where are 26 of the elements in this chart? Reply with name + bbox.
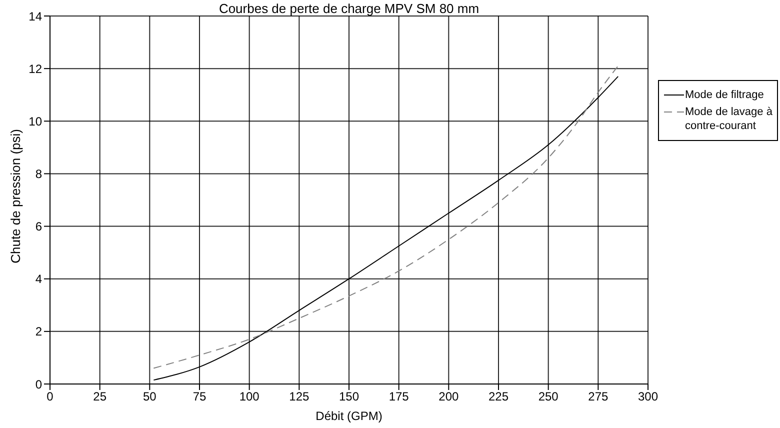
- y-tick-label: 8: [35, 166, 42, 181]
- x-tick-label: 275: [588, 390, 608, 404]
- x-tick-label: 75: [192, 390, 206, 404]
- x-tick-label: 125: [289, 390, 310, 404]
- x-tick-label: 300: [638, 390, 658, 404]
- x-tick-label: 250: [538, 390, 559, 404]
- x-tick-label: 225: [488, 390, 509, 404]
- x-tick-label: 50: [142, 390, 157, 404]
- y-tick-label: 4: [35, 272, 42, 286]
- legend-label: Mode de filtrage: [685, 88, 764, 102]
- x-tick-label: 150: [338, 390, 360, 404]
- x-axis-title: Débit (GPM): [316, 409, 382, 423]
- y-tick-label: 2: [35, 324, 42, 339]
- y-axis-title: Chute de pression (psi): [8, 128, 23, 264]
- x-tick-label: 0: [46, 390, 54, 404]
- y-tick-label: 6: [35, 220, 42, 234]
- y-tick-label: 0: [35, 377, 42, 392]
- x-tick-label: 100: [239, 390, 260, 404]
- x-tick-label: 200: [438, 390, 459, 404]
- y-tick-label: 12: [28, 62, 42, 76]
- x-tick-label: 175: [388, 390, 410, 404]
- y-tick-label: 14: [28, 9, 42, 24]
- x-tick-label: 25: [93, 390, 107, 404]
- legend-label: Mode de lavage à contre-courant: [685, 105, 773, 133]
- y-tick-label: 10: [28, 114, 42, 128]
- chart-title: Courbes de perte de charge MPV SM 80 mm: [218, 1, 480, 16]
